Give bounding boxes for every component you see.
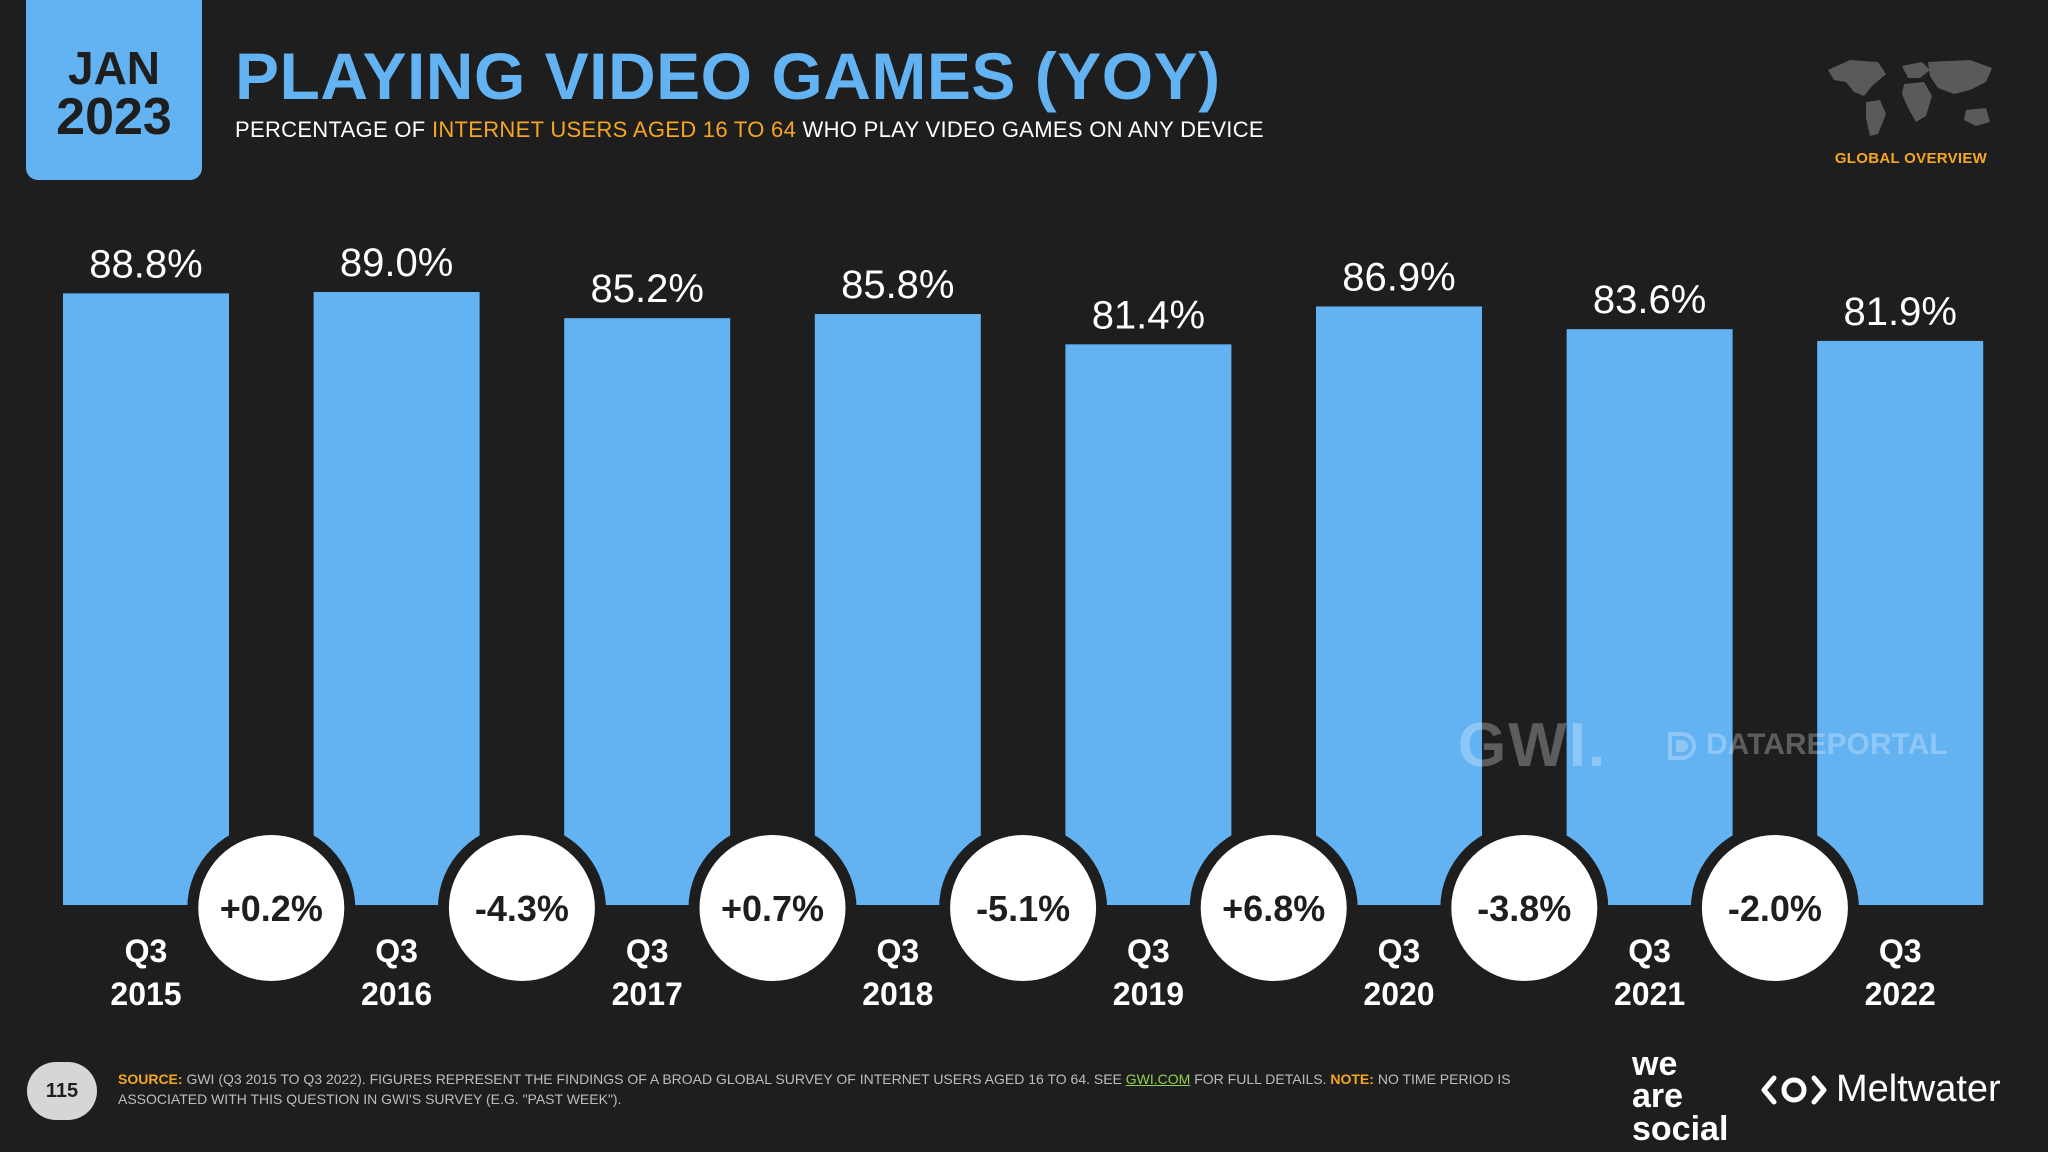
bar: [313, 292, 480, 905]
meltwater-logo: Meltwater: [1760, 1068, 2001, 1111]
bar: [1566, 329, 1733, 906]
bar-value-label: 83.6%: [1593, 278, 1706, 322]
bar: [1065, 344, 1232, 905]
bar: [1817, 340, 1984, 906]
x-tick-label-year: 2018: [862, 976, 933, 1012]
change-circle: [950, 835, 1097, 981]
badge-year: 2023: [56, 88, 172, 146]
change-label: +6.8%: [1222, 888, 1325, 929]
x-tick-label-quarter: Q3: [1127, 933, 1170, 969]
was-line-3: social: [1632, 1109, 1729, 1148]
source-note: SOURCE: GWI (Q3 2015 TO Q3 2022). FIGURE…: [118, 1070, 1578, 1109]
bar-value-label: 81.9%: [1843, 290, 1956, 334]
x-tick-label-year: 2016: [361, 976, 432, 1012]
bar: [564, 318, 731, 905]
bar: [814, 314, 981, 906]
source-text: GWI (Q3 2015 TO Q3 2022). FIGURES REPRES…: [182, 1071, 1126, 1087]
datareportal-icon: [1668, 732, 1696, 760]
x-tick-label-quarter: Q3: [1628, 933, 1671, 969]
datareportal-text: DATAREPORTAL: [1706, 728, 1948, 761]
change-circle: [1200, 835, 1347, 981]
subtitle-prefix: PERCENTAGE OF: [235, 117, 432, 142]
x-tick-label-year: 2019: [1113, 976, 1184, 1012]
note-label: NOTE:: [1330, 1071, 1374, 1087]
change-circle: [448, 835, 595, 981]
x-tick-label-quarter: Q3: [375, 933, 418, 969]
bar-value-label: 81.4%: [1092, 293, 1205, 337]
source-after: FOR FULL DETAILS.: [1190, 1071, 1331, 1087]
we-are-social-logo: we are social: [1632, 1045, 1729, 1148]
x-tick-label-year: 2021: [1614, 976, 1685, 1012]
subtitle-highlight: INTERNET USERS AGED 16 TO 64: [431, 117, 797, 142]
bar: [63, 293, 229, 905]
change-label: +0.2%: [220, 888, 323, 929]
bar-value-label: 85.8%: [841, 263, 954, 307]
datareportal-watermark: DATAREPORTAL: [1666, 728, 1948, 762]
change-label: -2.0%: [1728, 888, 1822, 929]
x-tick-label-quarter: Q3: [125, 933, 168, 969]
change-circle: [1701, 835, 1848, 981]
x-tick-label-quarter: Q3: [626, 933, 669, 969]
meltwater-icon: [1761, 1075, 1827, 1104]
x-tick-label-quarter: Q3: [1879, 933, 1922, 969]
x-tick-label-year: 2017: [612, 976, 683, 1012]
world-map-icon: [1828, 60, 1992, 136]
bar: [1316, 306, 1482, 905]
page-title: PLAYING VIDEO GAMES (YOY): [235, 39, 1221, 113]
change-label: -5.1%: [976, 888, 1070, 929]
gwi-watermark: GWI.: [1458, 711, 1608, 780]
x-tick-label-year: 2015: [110, 976, 181, 1012]
date-badge: JAN 2023: [26, 0, 202, 180]
was-line-2: are: [1632, 1077, 1684, 1116]
change-label: +0.7%: [721, 888, 824, 929]
x-tick-label-year: 2022: [1865, 976, 1936, 1012]
bar-value-label: 86.9%: [1342, 255, 1455, 299]
meltwater-text: Meltwater: [1836, 1068, 2001, 1110]
region-label: GLOBAL OVERVIEW: [1834, 150, 1988, 167]
badge-month: JAN: [67, 42, 161, 94]
note-text: NO TIME PERIOD IS ASSOCIATED WITH THIS Q…: [118, 1071, 1511, 1107]
x-tick-label-year: 2020: [1363, 976, 1434, 1012]
subtitle-suffix: WHO PLAY VIDEO GAMES ON ANY DEVICE: [796, 117, 1264, 142]
bar-value-label: 88.8%: [89, 242, 202, 286]
x-tick-label-quarter: Q3: [876, 933, 919, 969]
was-line-1: we: [1632, 1045, 1678, 1083]
bar-value-label: 89.0%: [340, 241, 453, 285]
source-link[interactable]: GWI.COM: [1125, 1071, 1191, 1087]
change-label: -3.8%: [1477, 888, 1571, 929]
page-subtitle: PERCENTAGE OF INTERNET USERS AGED 16 TO …: [235, 117, 1264, 143]
bar-value-label: 85.2%: [590, 267, 703, 311]
x-tick-label-quarter: Q3: [1378, 933, 1421, 969]
change-circle: [699, 835, 846, 981]
change-label: -4.3%: [475, 888, 569, 929]
source-label: SOURCE:: [118, 1071, 183, 1087]
change-circle: [1451, 835, 1598, 981]
page-number: 115: [27, 1062, 97, 1120]
change-circle: [198, 835, 345, 981]
